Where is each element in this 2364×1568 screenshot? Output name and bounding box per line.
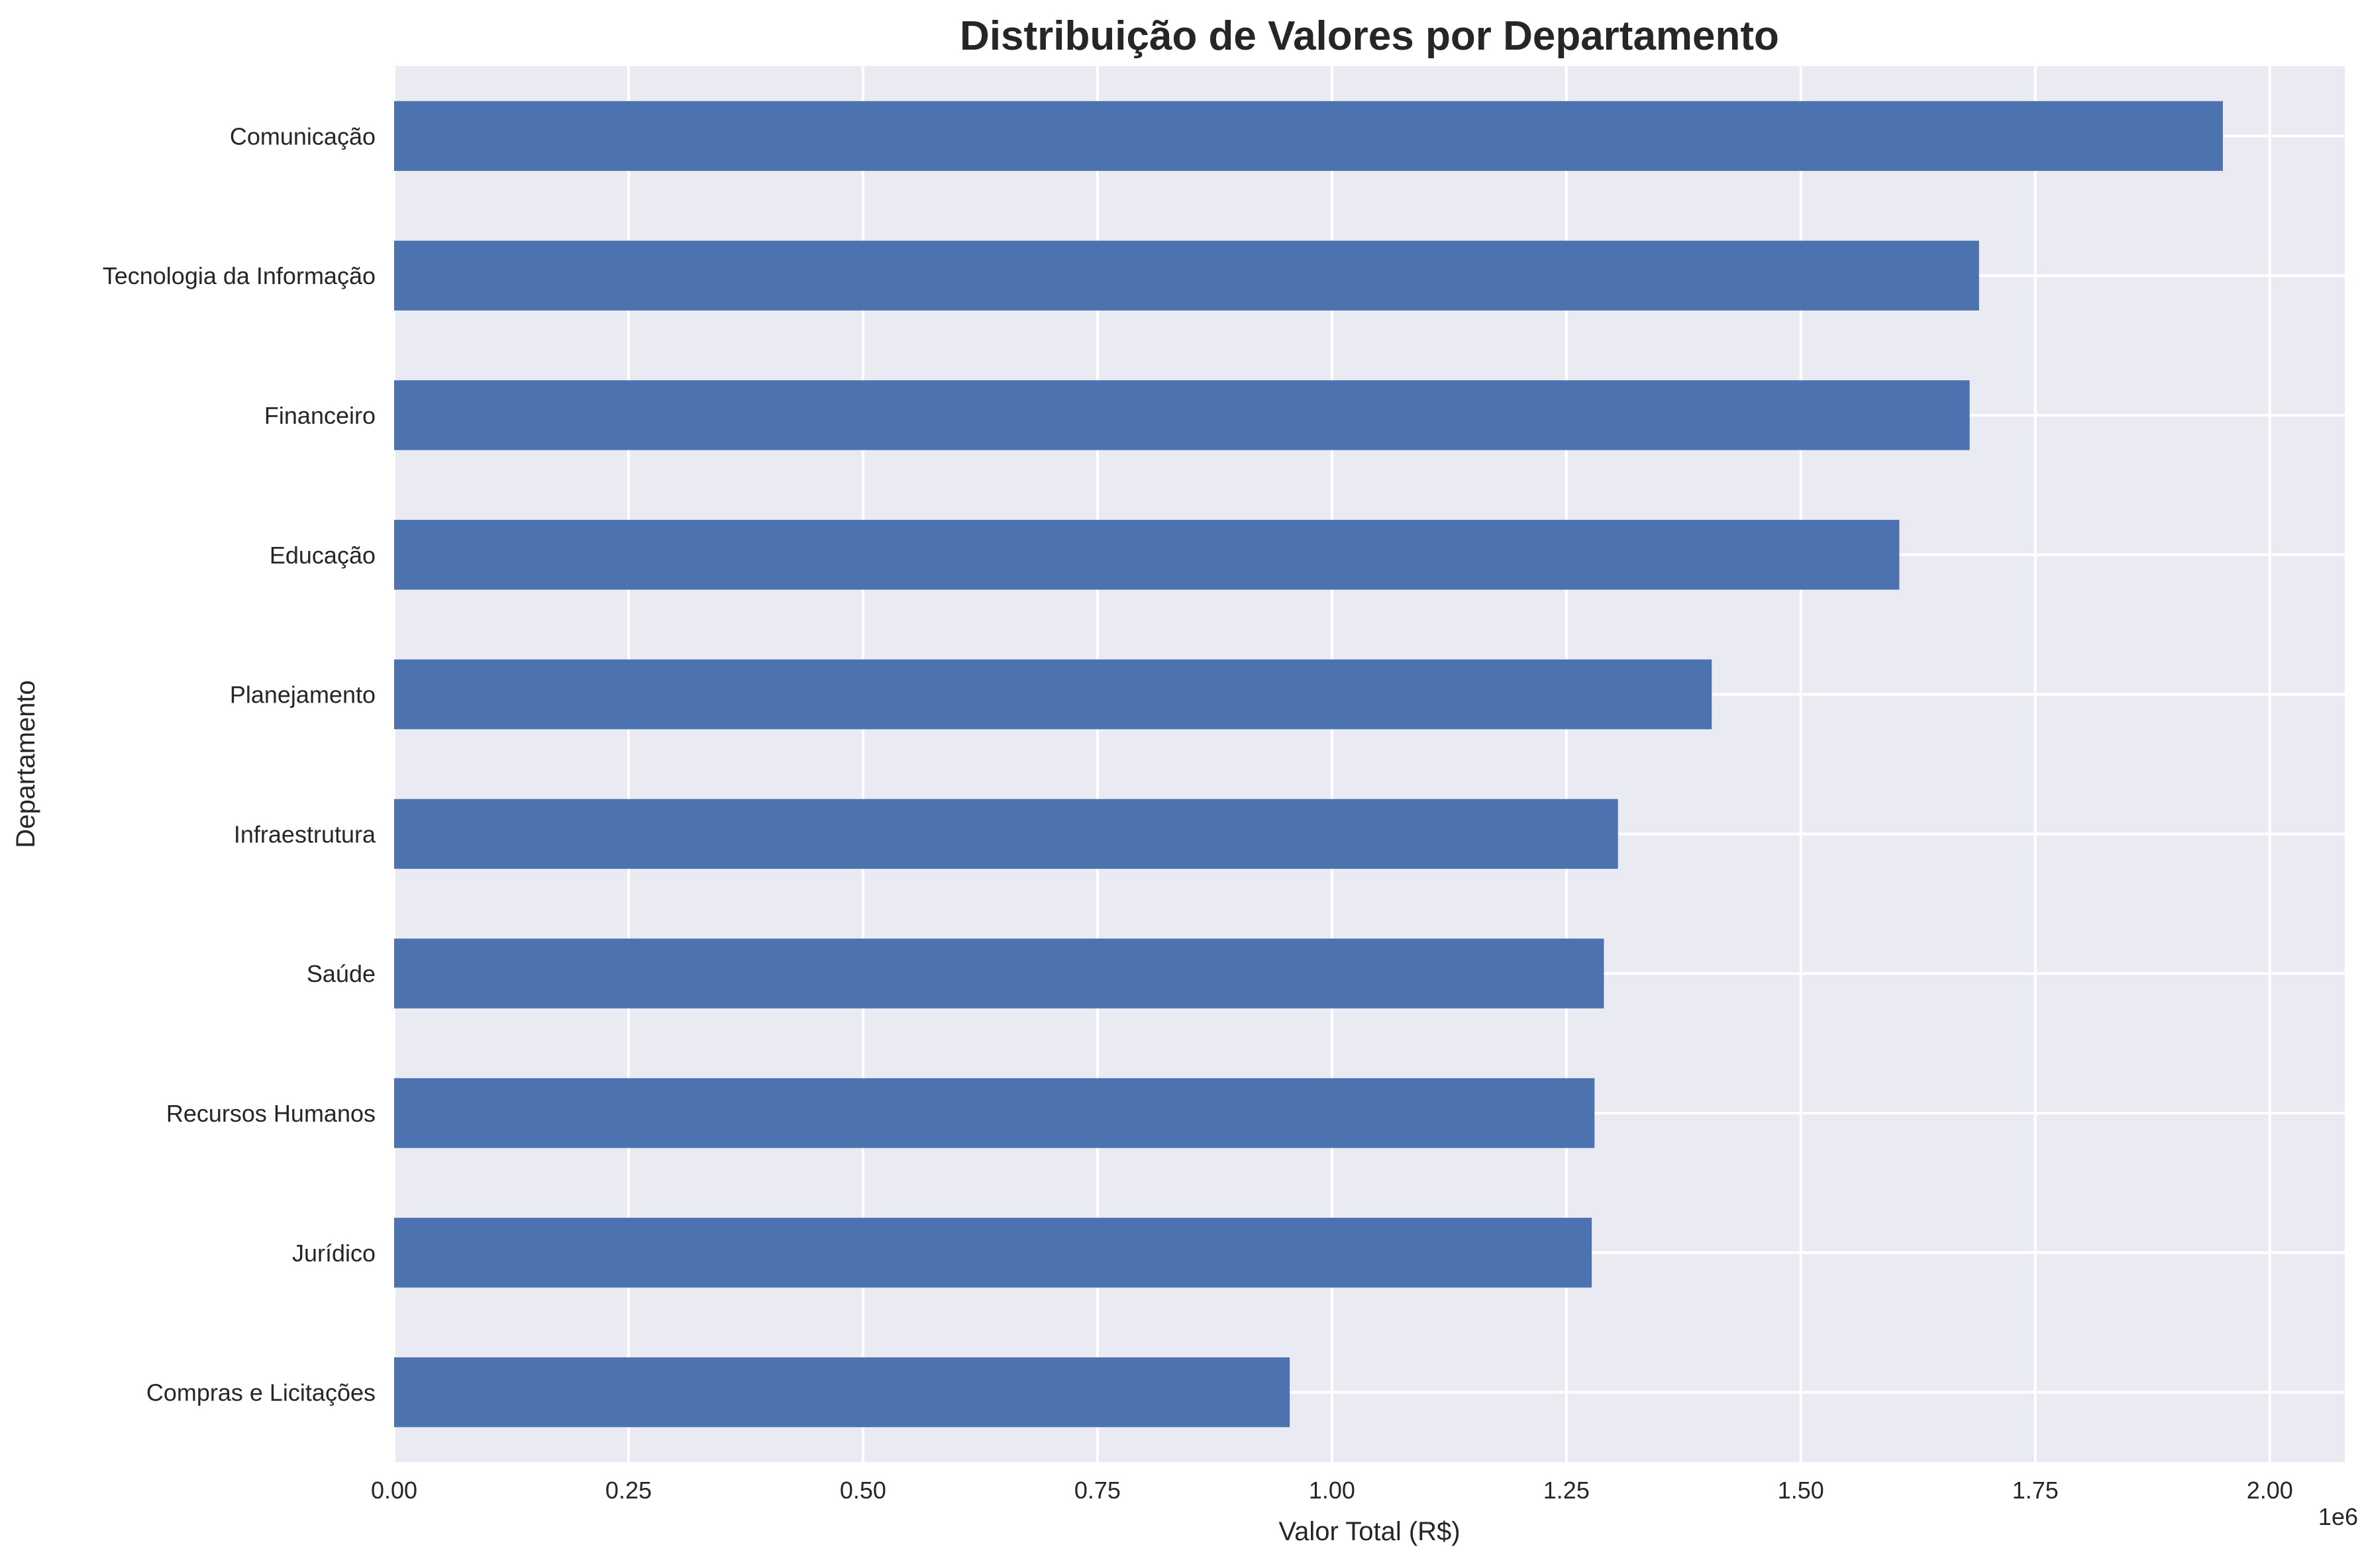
x-tick-label: 1.50 (1778, 1477, 1824, 1504)
y-tick-label: Educação (270, 542, 376, 569)
y-tick-labels: Comunicação Tecnologia da Informação Finan… (103, 122, 376, 1406)
x-tick-labels: 0.00 0.25 0.50 0.75 1.00 1.25 1.50 1.75 2.00 (371, 1477, 2293, 1504)
bar (394, 520, 1900, 590)
bar (394, 1078, 1595, 1148)
y-tick-label: Jurídico (292, 1240, 376, 1267)
y-tick-label: Compras e Licitações (146, 1379, 376, 1406)
bar (394, 659, 1712, 730)
bars (394, 101, 2223, 1428)
y-tick-label: Financeiro (264, 402, 376, 429)
y-tick-label: Recursos Humanos (166, 1100, 376, 1127)
y-axis-label: Departamento (11, 680, 40, 848)
y-tick-label: Planejamento (230, 681, 376, 709)
x-tick-label: 0.25 (605, 1477, 652, 1504)
x-tick-label: 1.25 (1543, 1477, 1590, 1504)
x-tick-label: 0.00 (371, 1477, 417, 1504)
x-tick-label: 0.75 (1074, 1477, 1121, 1504)
bar (394, 1357, 1290, 1428)
bar (394, 240, 1979, 311)
bar (394, 1218, 1592, 1288)
x-tick-label: 1.00 (1309, 1477, 1355, 1504)
x-tick-label: 2.00 (2247, 1477, 2293, 1504)
x-tick-label: 0.50 (840, 1477, 886, 1504)
y-tick-label: Comunicação (230, 122, 376, 150)
chart-title: Distribuição de Valores por Departamento (960, 13, 1779, 59)
x-axis-scale-label: 1e6 (2318, 1503, 2358, 1530)
bar (394, 101, 2223, 172)
x-tick-label: 1.75 (2012, 1477, 2059, 1504)
x-axis-label: Valor Total (R$) (1278, 1517, 1460, 1546)
y-tick-label: Saúde (307, 960, 376, 987)
y-tick-label: Tecnologia da Informação (103, 262, 376, 289)
bar (394, 380, 1970, 450)
bar (394, 938, 1604, 1008)
bar (394, 799, 1618, 869)
y-tick-label: Infraestrutura (234, 820, 376, 848)
